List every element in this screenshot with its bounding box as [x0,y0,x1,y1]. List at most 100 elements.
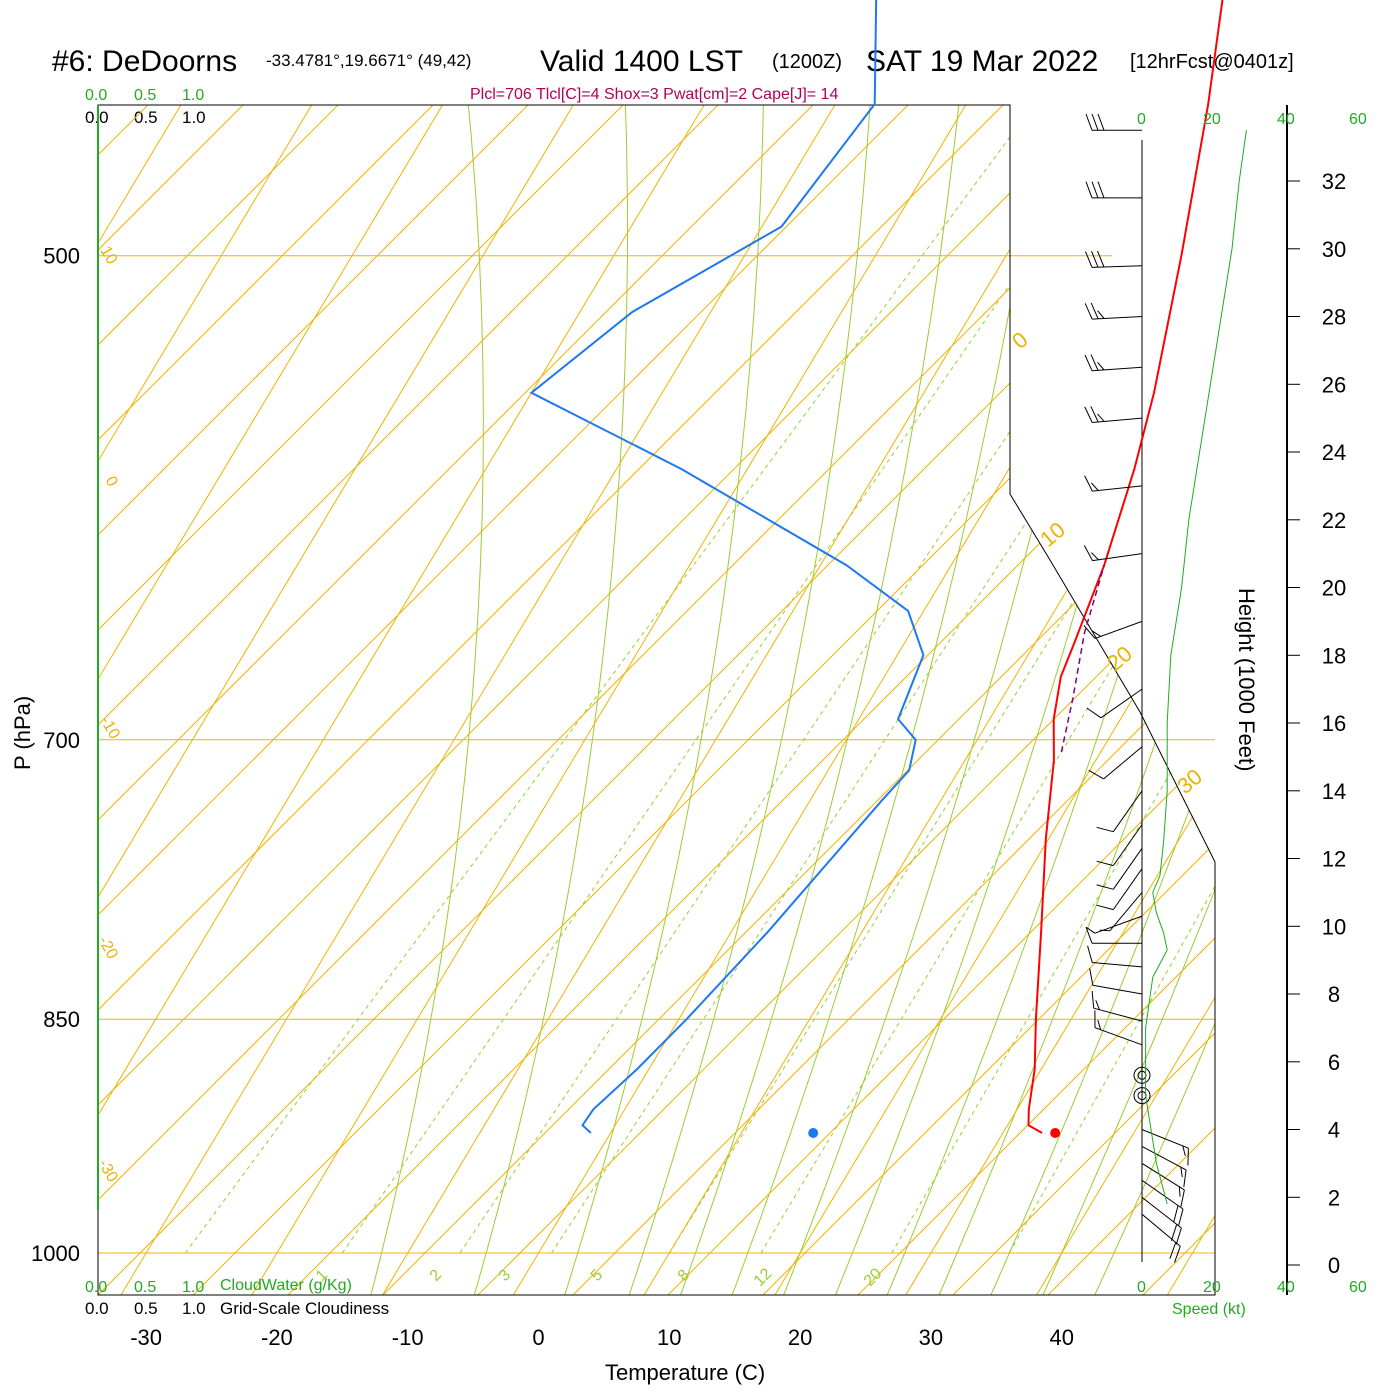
mixing-ratio-line-4 [668,105,1215,1254]
calm-wind-circle [1133,1087,1151,1105]
wind-barb-staff [1112,824,1143,866]
x-tick-10: 10 [657,1325,681,1350]
wind-barb-staff [1093,1007,1143,1022]
dry-adiabat-line [98,105,1119,1295]
cloudiness-scale-top-0: 0.0 [85,108,109,127]
speed-tick-top-40: 40 [1277,111,1295,128]
isotherm--40 [98,105,1215,1295]
wind-barb-feather [1096,904,1114,911]
wind-barb-staff [1112,848,1143,890]
height-tick-26: 26 [1322,372,1346,397]
wind-barb-staff [1094,1027,1143,1046]
mixing-ratio-line-1 [341,105,1215,1254]
dry-adiabat-line [98,105,1215,1295]
forecast-label: [12hrFcst@0401z] [1130,51,1294,73]
wind-barb-feather [1085,181,1093,199]
cloudiness-scale-0: 0.0 [85,1299,109,1318]
dry-adiabat-line [98,105,834,1295]
moist-adiabat [645,105,989,1295]
p-tick-700: 700 [43,728,80,753]
isotherm--30 [98,105,1215,1295]
wind-speed-line [1145,130,1247,1205]
height-tick-10: 10 [1322,914,1346,939]
isotherm--70 [98,105,856,1295]
moist-adiabat [694,105,1100,1295]
dry-adiabat-line [192,105,1215,1295]
moist-adiabat [533,105,765,1295]
sounding-params: Plcl=706 Tlcl[C]=4 Shox=3 Pwat[cm]=2 Cap… [470,86,838,103]
wind-barb-staff [1112,868,1143,910]
x-tick--10: -10 [392,1325,424,1350]
height-tick-6: 6 [1328,1050,1340,1075]
wind-barb-feather [1090,302,1099,319]
dry-adiabat-line [287,105,1215,1295]
wind-barb-feather [1091,630,1101,637]
wind-barb-feather [1180,1189,1185,1207]
wind-barb-feather [1183,1169,1187,1188]
wind-barb-staff [1091,265,1143,268]
wind-barb-feather [1097,310,1105,319]
dry-adiabat-line [98,105,1214,1295]
p-tick-1000: 1000 [31,1241,80,1266]
isotherm-label-10: 10 [97,244,121,268]
wind-barb-feather [1097,361,1105,371]
wind-barb-feather [1085,251,1093,268]
height-tick-2: 2 [1328,1185,1340,1210]
wind-barb-staff [1141,1145,1187,1171]
isobar-lines [98,255,1215,1254]
moist-adiabat [896,105,1215,1295]
dry-adiabat-line [98,105,549,1295]
wind-barb-feather [1091,990,1095,1009]
wind-barb-staff [1094,620,1143,639]
isotherm--50 [98,105,1117,1295]
dry-adiabat-line [477,105,1215,1295]
mixing-ratio-lines [184,105,1215,1254]
wind-barb-feather [1085,926,1093,944]
temperature-line [1027,0,1224,1134]
cloudiness-scale-2: 1.0 [182,1299,206,1318]
moist-adiabat [745,105,1215,1295]
speed-tick-top-60: 60 [1349,111,1367,128]
wind-barb-feather [1084,354,1093,372]
mixing-ratio-label-3: 3 [496,1266,514,1284]
dry-adiabat-line [98,105,1215,1295]
height-tick-18: 18 [1322,643,1346,668]
x-tick--30: -30 [130,1325,162,1350]
y-axis-title: P (hPa) [10,696,35,770]
height-tick-16: 16 [1322,711,1346,736]
cloudiness-scale-top-1: 0.5 [134,108,158,127]
speed-tick-bottom-60: 60 [1349,1279,1367,1296]
wind-barb-feather [1169,1242,1177,1259]
wind-barb-feather [1091,113,1099,131]
wind-barb-staff [1092,553,1143,562]
wind-barb-feather [1178,1208,1184,1226]
wind-barb-feather [1085,113,1093,131]
mixing-ratio-line-0 [184,105,1160,1254]
mixing-ratio-label-20: 20 [861,1265,886,1290]
wind-barb-staff [1100,688,1143,719]
height-tick-20: 20 [1322,576,1346,601]
valid-time: Valid 1400 LST [540,45,743,78]
mixing-ratio-label-8: 8 [675,1266,693,1284]
dry-adiabat-line [98,105,1024,1295]
wind-barb-feather [1096,860,1114,867]
wind-barb-feather [1187,1148,1189,1166]
cloudwater-label: CloudWater (g/Kg) [220,1277,352,1294]
wind-barb-feather [1084,475,1093,492]
dry-adiabat-line [667,105,1215,1295]
moist-adiabat [998,105,1215,1295]
height-tick-22: 22 [1322,508,1346,533]
x-tick-20: 20 [788,1325,812,1350]
station-coords: -33.4781°,19.6671° (49,42) [266,51,471,70]
height-tick-28: 28 [1322,305,1346,330]
height-tick-32: 32 [1322,169,1346,194]
wind-barb-staff [1092,366,1143,372]
wind-barb-staff [1103,746,1143,780]
mixing-ratio-label-5: 5 [588,1266,606,1284]
height-tick-12: 12 [1322,847,1346,872]
isotherm--60 [98,105,987,1295]
speed-axis-label: Speed (kt) [1172,1301,1246,1318]
valid-date: SAT 19 Mar 2022 [866,45,1098,78]
isotherm-10 [571,105,1215,1295]
wind-barb-staff [1141,1162,1185,1191]
